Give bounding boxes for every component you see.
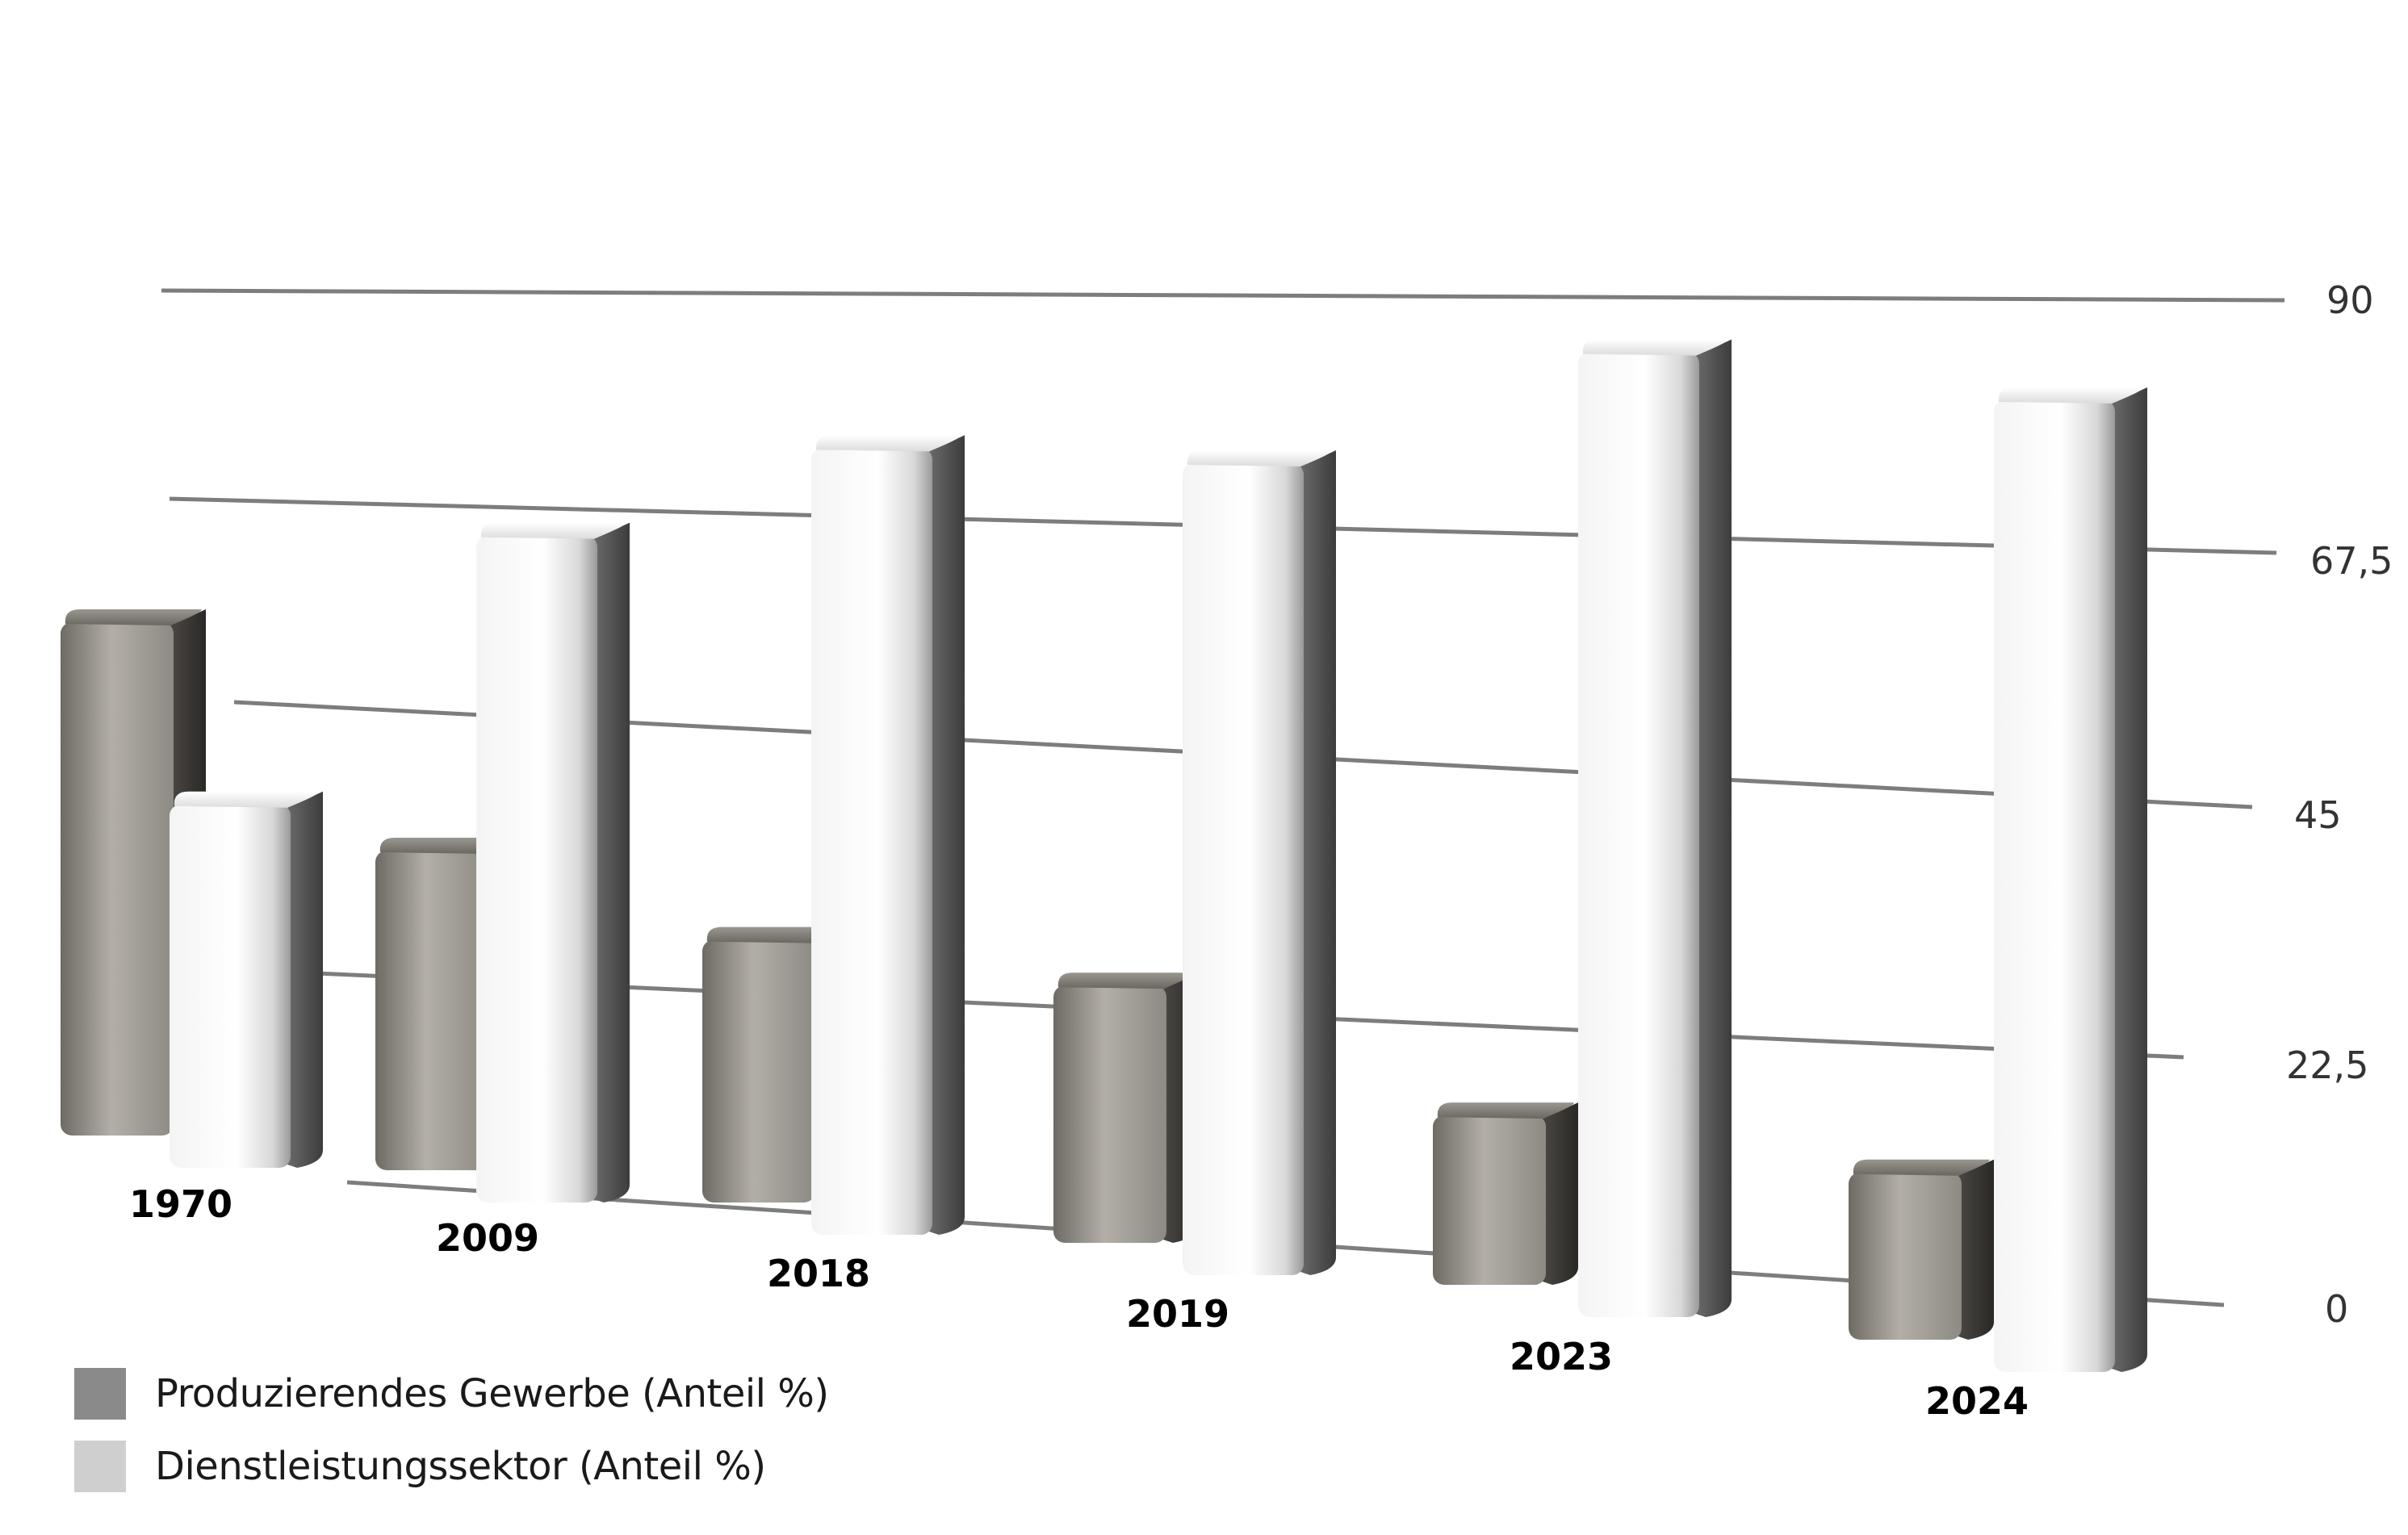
y-tick-label: 45: [2294, 793, 2342, 837]
y-tick-label: 22,5: [2286, 1044, 2368, 1087]
legend-item-dienstleistungssektor: Dienstleistungssektor (Anteil %): [74, 1430, 829, 1503]
y-tick-label: 0: [2325, 1287, 2348, 1331]
bar-dienstleistungssektor-2024: [1994, 387, 2147, 1372]
legend: Produzierendes Gewerbe (Anteil %) Dienst…: [74, 1357, 829, 1503]
category-label-1970: 1970: [129, 1182, 232, 1226]
bar-dienstleistungssektor-2023: [1578, 339, 1732, 1318]
gridline-4: [161, 288, 2285, 303]
y-axis-tick-labels: 0 22,5 45 67,5 90: [2286, 278, 2393, 1331]
legend-label: Dienstleistungssektor (Anteil %): [155, 1444, 766, 1489]
category-label-2024: 2024: [1925, 1379, 2029, 1423]
bar-dienstleistungssektor-2018: [811, 435, 965, 1235]
legend-swatch-dienstleistungssektor: [74, 1441, 126, 1492]
bar-produzierendes-gewerbe-2019: [1053, 972, 1199, 1243]
y-tick-label: 67,5: [2310, 539, 2393, 583]
category-label-2018: 2018: [767, 1252, 870, 1295]
category-label-2019: 2019: [1126, 1292, 1229, 1336]
bar-dienstleistungssektor-1970: [170, 791, 323, 1168]
bar-produzierendes-gewerbe-2023: [1433, 1102, 1578, 1285]
legend-label: Produzierendes Gewerbe (Anteil %): [155, 1371, 829, 1416]
bars: [61, 339, 2147, 1372]
category-label-2023: 2023: [1510, 1335, 1613, 1378]
legend-swatch-produzierendes-gewerbe: [74, 1368, 126, 1420]
legend-item-produzierendes-gewerbe: Produzierendes Gewerbe (Anteil %): [74, 1357, 829, 1430]
category-labels: 1970 2009 2018 2019 2023 2024: [129, 1182, 2029, 1423]
bar-dienstleistungssektor-2009: [476, 522, 630, 1202]
bar-produzierendes-gewerbe-2024: [1849, 1159, 1994, 1340]
bar-dienstleistungssektor-2019: [1183, 450, 1336, 1275]
y-tick-label: 90: [2326, 278, 2374, 322]
category-label-2009: 2009: [436, 1216, 539, 1260]
